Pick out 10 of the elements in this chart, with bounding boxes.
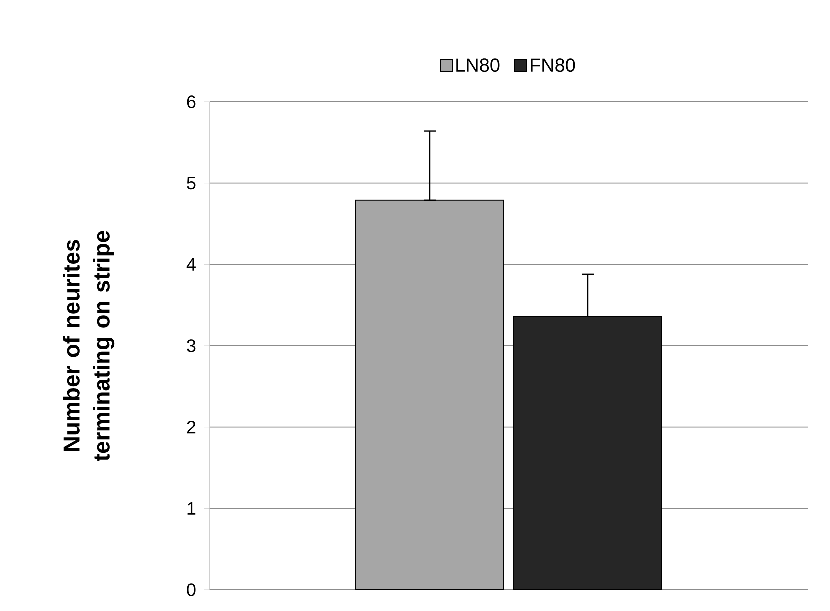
- y-tick-label: 4: [186, 258, 196, 271]
- y-tick-label: 5: [187, 177, 196, 190]
- y-axis-title: Number of neurites terminating on stripe: [63, 231, 115, 462]
- y-tick-label: 6: [187, 96, 196, 108]
- y-tick-label: 2: [187, 421, 196, 434]
- y-tick-label: 3: [187, 340, 196, 352]
- legend-label: FN80: [531, 58, 576, 72]
- legend-label: LN80: [456, 58, 500, 72]
- y-tick-label: 1: [188, 502, 196, 515]
- y-tick-label: 0: [187, 584, 196, 596]
